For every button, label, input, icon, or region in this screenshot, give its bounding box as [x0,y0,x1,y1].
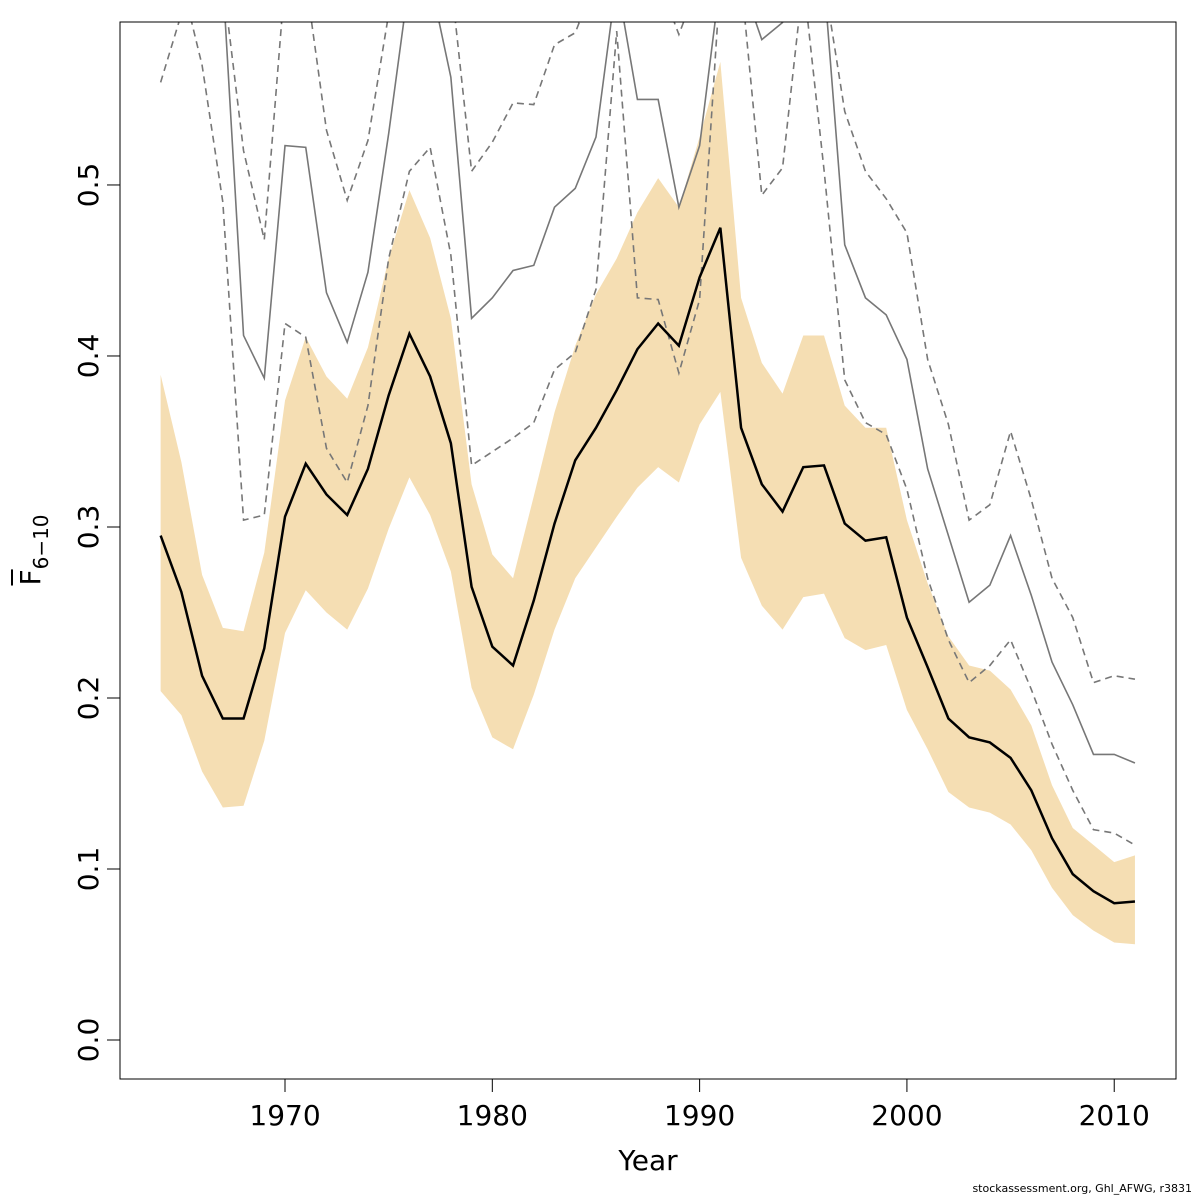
x-tick-label: 2010 [1079,1099,1150,1132]
y-tick-label: 0.5 [72,163,105,208]
y-tick-label: 0.4 [72,334,105,379]
x-tick-label: 2000 [871,1099,942,1132]
y-label-sub: 6−10 [29,514,53,569]
x-axis-label: Year [617,1144,678,1177]
y-label-main: F [14,569,47,585]
y-tick-label-group: 0.4 [72,334,105,379]
x-tick-label: 1970 [249,1099,320,1132]
y-tick-label-group: 0.3 [72,505,105,550]
confidence-band [160,61,1135,945]
y-tick-label-group: 0.1 [72,847,105,892]
x-tick-label: 1980 [457,1099,528,1132]
y-tick-label: 0.1 [72,847,105,892]
series-line [159,227,1136,905]
y-tick-label: 0.3 [72,505,105,550]
series-line [224,22,1136,764]
y-axis-label-text: F6−10 [14,514,53,585]
y-axis-label: F6−10 [11,514,53,586]
footer: stockassessment.org, Ghl_AFWG, r3831 [972,1182,1192,1195]
y-tick-label: 0.0 [72,1018,105,1063]
y-tick-label: 0.2 [72,676,105,721]
plot-area [159,22,1136,945]
x-tick-label: 1990 [664,1099,735,1132]
y-tick-label-group: 0.2 [72,676,105,721]
plot-frame [119,21,1177,1080]
y-tick-label-group: 0.0 [72,1018,105,1063]
series-line [190,22,1136,846]
y-tick-label-group: 0.5 [72,163,105,208]
